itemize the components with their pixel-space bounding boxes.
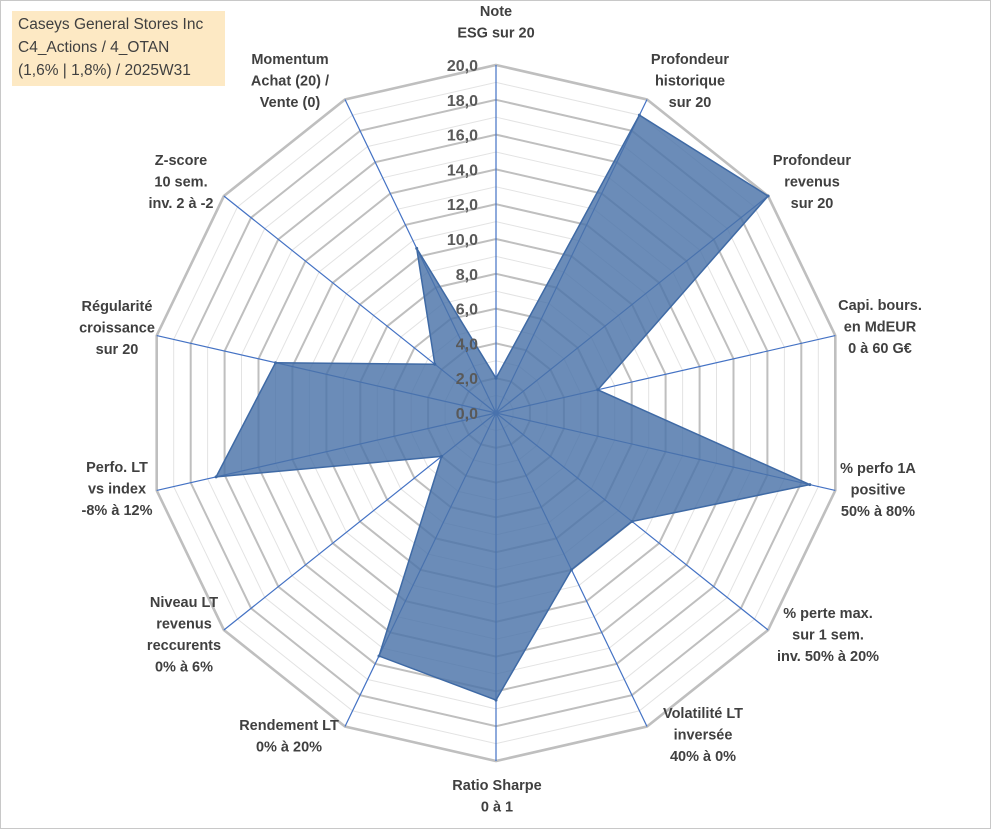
axis-label: inv. 2 à -2 bbox=[148, 196, 213, 212]
axis-label: sur 20 bbox=[791, 196, 834, 212]
axis-label: historique bbox=[655, 74, 725, 90]
axis-label: -8% à 12% bbox=[82, 503, 153, 519]
chart-title-line-2: C4_Actions / 4_OTAN bbox=[18, 39, 170, 56]
tick-label: 16,0 bbox=[447, 128, 478, 145]
chart-title-line-1: Caseys General Stores Inc bbox=[18, 16, 204, 33]
tick-label: 18,0 bbox=[447, 93, 478, 110]
axis-label: Rendement LT bbox=[239, 718, 339, 734]
series-point bbox=[630, 520, 634, 523]
axis-label: Niveau LT bbox=[150, 595, 218, 611]
radar-tick-labels: 0,0 2,0 4,0 6,0 8,0 10,0 12,0 14,0 16,0 18,0 20,0 bbox=[447, 58, 478, 423]
axis-label: vs index bbox=[88, 482, 146, 498]
tick-label: 20,0 bbox=[447, 58, 478, 75]
axis-label: % perte max. bbox=[783, 606, 872, 622]
series-area bbox=[214, 114, 813, 702]
tick-label: 10,0 bbox=[447, 232, 478, 249]
axis-label: Régularité bbox=[82, 299, 153, 315]
axis-label: revenus bbox=[784, 175, 840, 191]
tick-label: 4,0 bbox=[456, 336, 478, 353]
tick-label: 14,0 bbox=[447, 162, 478, 179]
axis-label: Ratio Sharpe bbox=[452, 778, 541, 794]
axis-label: 0 à 60 G€ bbox=[848, 341, 912, 357]
axis-label: Note bbox=[480, 4, 512, 20]
tick-label: 0,0 bbox=[456, 406, 478, 423]
tick-label: 2,0 bbox=[456, 371, 478, 388]
axis-label: 10 sem. bbox=[154, 175, 207, 191]
axis-label: Momentum bbox=[251, 52, 328, 68]
axis-label: positive bbox=[851, 483, 906, 499]
series-point bbox=[377, 654, 381, 658]
series-point bbox=[274, 361, 277, 365]
chart-title-box: Caseys General Stores Inc C4_Actions / 4… bbox=[12, 11, 225, 86]
series-point bbox=[440, 454, 444, 458]
axis-label: Profondeur bbox=[773, 153, 851, 169]
axis-label: 0 à 1 bbox=[481, 800, 513, 816]
chart-title-line-3: (1,6% | 1,8%) / 2025W31 bbox=[18, 62, 191, 79]
series-point bbox=[596, 388, 600, 392]
series-point bbox=[214, 475, 218, 479]
series-point bbox=[433, 362, 437, 366]
series-point bbox=[494, 376, 498, 380]
axis-label: 0% à 6% bbox=[155, 660, 213, 676]
axis-label: Profondeur bbox=[651, 52, 729, 68]
axis-label: Z-score bbox=[155, 153, 207, 169]
axis-label: inversée bbox=[674, 728, 733, 744]
series-point bbox=[415, 246, 419, 250]
axis-label: revenus bbox=[156, 617, 212, 633]
axis-label: Volatilité LT bbox=[663, 706, 743, 722]
axis-label: ESG sur 20 bbox=[457, 26, 534, 42]
tick-label: 8,0 bbox=[456, 267, 478, 284]
axis-label: 40% à 0% bbox=[670, 749, 736, 765]
axis-label: 50% à 80% bbox=[841, 504, 915, 520]
axis-label: % perfo 1A bbox=[840, 461, 916, 477]
radar-axis-labels: Note ESG sur 20 Profondeur historique sur 20… bbox=[79, 4, 922, 816]
tick-label: 12,0 bbox=[447, 197, 478, 214]
axis-label: Capi. bours. bbox=[838, 298, 922, 314]
axis-label: sur 20 bbox=[669, 95, 712, 111]
tick-label: 6,0 bbox=[456, 302, 478, 319]
series-point bbox=[570, 568, 573, 572]
radar-series bbox=[214, 113, 813, 702]
series-point bbox=[808, 483, 812, 487]
axis-label: en MdEUR bbox=[844, 320, 917, 336]
axis-label: Perfo. LT bbox=[86, 460, 148, 476]
axis-label: croissance bbox=[79, 321, 155, 337]
axis-label: inv. 50% à 20% bbox=[777, 649, 879, 665]
series-point bbox=[637, 113, 641, 117]
series-point bbox=[766, 194, 770, 198]
axis-label: Vente (0) bbox=[260, 95, 321, 111]
axis-label: sur 20 bbox=[96, 342, 139, 358]
series-point bbox=[494, 698, 498, 702]
axis-label: 0% à 20% bbox=[256, 740, 322, 756]
axis-label: reccurents bbox=[147, 638, 221, 654]
axis-label: Achat (20) / bbox=[251, 74, 329, 90]
axis-label: sur 1 sem. bbox=[792, 628, 864, 644]
